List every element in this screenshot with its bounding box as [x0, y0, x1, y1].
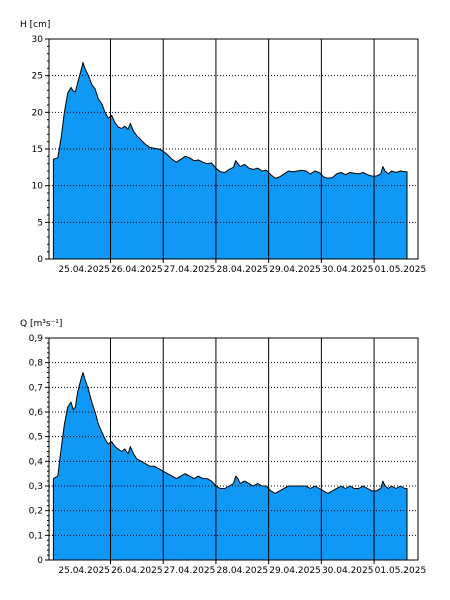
y-tick-label: 0 — [37, 255, 43, 265]
x-tick-label: 01.05.2025 — [375, 265, 427, 275]
y-tick-label: 0,4 — [29, 457, 44, 467]
y-tick-label: 0,7 — [29, 383, 43, 393]
y-tick-label: 0,3 — [29, 482, 43, 492]
x-tick-label: 30.04.2025 — [322, 566, 374, 576]
y-tick-label: 0,1 — [29, 531, 43, 541]
x-tick-label: 28.04.2025 — [217, 566, 269, 576]
y-tick-label: 5 — [37, 218, 43, 228]
water-level-chart: 0 5 10 15 20 25 30 25.04.2025 26.04.2025 27.04.20… — [20, 20, 426, 275]
x-tick-label: 28.04.2025 — [217, 265, 269, 275]
x-tick-label: 01.05.2025 — [375, 566, 427, 576]
y-tick-label: 10 — [32, 182, 44, 192]
y-tick-label: 25 — [32, 72, 43, 82]
series-area — [52, 62, 408, 260]
y-tick-label: 0 — [37, 556, 43, 566]
y-axis-unit-label: H [cm] — [20, 20, 50, 30]
x-tick-label: 26.04.2025 — [111, 265, 163, 275]
x-tick-label: 27.04.2025 — [164, 566, 216, 576]
x-tick-label: 29.04.2025 — [269, 265, 321, 275]
y-axis-unit-label: Q [m³s⁻¹] — [20, 319, 62, 329]
plot-frame — [48, 38, 419, 260]
y-tick-label: 0,9 — [29, 334, 44, 344]
x-tick-label: 25.04.2025 — [58, 265, 110, 275]
x-tick-label: 29.04.2025 — [269, 566, 321, 576]
y-tick-label: 0,5 — [29, 433, 43, 443]
x-tick-label: 26.04.2025 — [111, 566, 163, 576]
y-tick-label: 0,8 — [29, 359, 44, 369]
y-tick-label: 15 — [32, 145, 43, 155]
x-tick-label: 25.04.2025 — [58, 566, 110, 576]
series-area — [52, 372, 408, 561]
y-tick-label: 20 — [32, 108, 44, 118]
plot-frame — [48, 337, 419, 561]
x-tick-label: 27.04.2025 — [164, 265, 216, 275]
y-tick-label: 30 — [32, 35, 44, 45]
discharge-chart: 0 0,1 0,2 0,3 0,4 0,5 0,6 0,7 0,8 0,9 25.04.2025 26… — [20, 319, 426, 576]
y-tick-label: 0,6 — [29, 408, 44, 418]
y-tick-label: 0,2 — [29, 507, 43, 517]
x-tick-label: 30.04.2025 — [322, 265, 374, 275]
